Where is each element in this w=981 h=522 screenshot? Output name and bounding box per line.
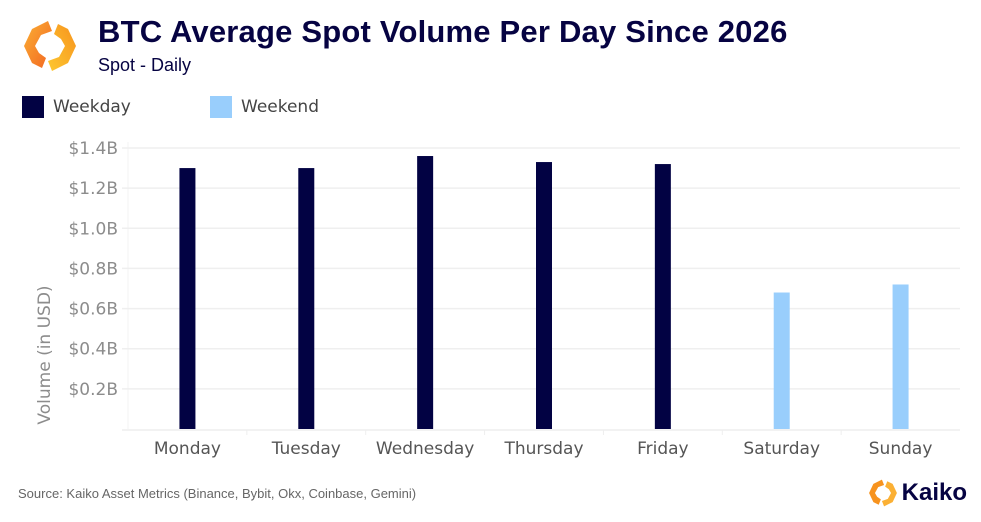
x-tick-label: Tuesday bbox=[271, 439, 341, 459]
x-axis: Monday Tuesday Wednesday Thursday Friday Satu… bbox=[154, 430, 933, 459]
source-note: Source: Kaiko Asset Metrics (Binance, By… bbox=[18, 486, 417, 501]
chart-subtitle: Spot - Daily bbox=[98, 55, 192, 75]
brand-name: Kaiko bbox=[901, 479, 967, 506]
bar-monday bbox=[179, 168, 196, 430]
legend-item-weekend: Weekend bbox=[210, 96, 319, 118]
bar-sunday bbox=[892, 284, 909, 429]
y-tick-label: $0.4B bbox=[68, 340, 118, 360]
legend-label-weekday: Weekday bbox=[53, 97, 131, 117]
x-tick-label: Monday bbox=[154, 439, 221, 459]
legend-swatch-weekday bbox=[22, 96, 44, 118]
bar-tuesday bbox=[298, 168, 315, 430]
bar-thursday bbox=[536, 162, 552, 430]
y-axis-label: Volume (in USD) bbox=[35, 285, 55, 424]
y-tick-label: $0.2B bbox=[68, 380, 118, 400]
legend-label-weekend: Weekend bbox=[241, 97, 319, 117]
x-tick-label: Sunday bbox=[869, 439, 933, 459]
x-tick-label: Thursday bbox=[503, 439, 583, 459]
bar-chart: $0.2B $0.4B $0.6B $0.8B $1.0B $1.2B $1.4B Volu… bbox=[35, 139, 960, 459]
bar-friday bbox=[654, 164, 671, 430]
legend-swatch-weekend bbox=[210, 96, 232, 118]
x-tick-label: Friday bbox=[637, 439, 689, 459]
y-tick-label: $0.8B bbox=[68, 259, 118, 279]
bars bbox=[179, 156, 909, 430]
y-tick-label: $0.6B bbox=[68, 300, 118, 320]
kaiko-brand-icon bbox=[868, 479, 897, 507]
kaiko-logo-icon bbox=[22, 18, 78, 74]
y-axis: $0.2B $0.4B $0.6B $0.8B $1.0B $1.2B $1.4B bbox=[68, 139, 118, 400]
chart-title: BTC Average Spot Volume Per Day Since 20… bbox=[98, 14, 788, 49]
x-tick-label: Wednesday bbox=[376, 439, 474, 459]
brand-logo: Kaiko bbox=[868, 478, 967, 508]
bar-saturday bbox=[773, 292, 790, 429]
y-tick-label: $1.2B bbox=[68, 179, 118, 199]
bar-wednesday bbox=[417, 156, 434, 429]
y-tick-label: $1.0B bbox=[68, 219, 118, 239]
y-tick-label: $1.4B bbox=[68, 139, 118, 159]
x-tick-label: Saturday bbox=[743, 439, 820, 459]
legend-item-weekday: Weekday bbox=[22, 96, 131, 118]
